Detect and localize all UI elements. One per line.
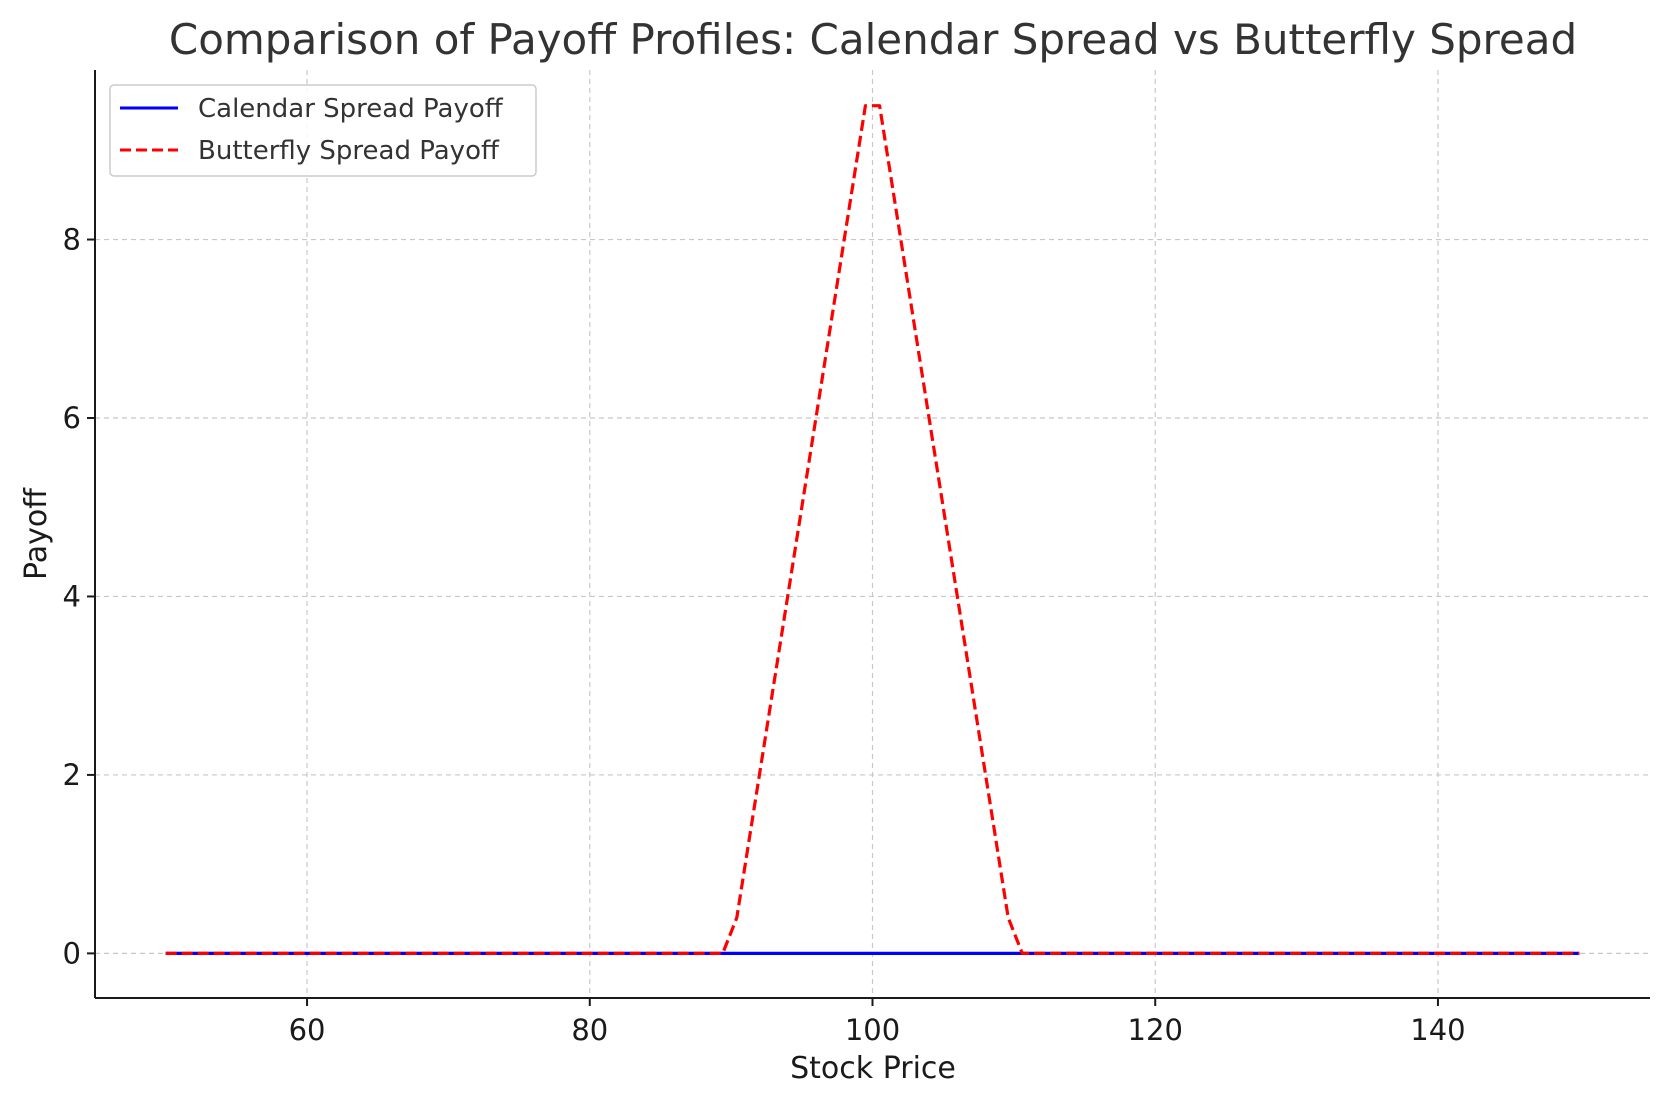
x-tick-label-60: 60: [289, 1013, 326, 1047]
y-tick-label-6: 6: [63, 401, 81, 435]
legend: Calendar Spread Payoff Butterfly Spread …: [109, 84, 537, 177]
chart-title: Comparison of Payoff Profiles: Calendar …: [169, 15, 1577, 64]
y-tick-label-4: 4: [63, 579, 81, 613]
legend-label-calendar-spread: Calendar Spread Payoff: [198, 94, 504, 124]
legend-box: [109, 84, 537, 177]
series-layer: [165, 104, 1580, 956]
y-tick-label-0: 0: [63, 936, 81, 970]
grid-layer: [95, 70, 1650, 998]
x-tick-label-80: 80: [571, 1013, 608, 1047]
tick-layer: 60 80 100 120 140 0 2 4 6 8: [63, 223, 1466, 1047]
x-tick-label-140: 140: [1410, 1013, 1465, 1047]
y-tick-label-8: 8: [63, 223, 81, 257]
y-tick-label-2: 2: [63, 758, 81, 792]
series-line-butterfly-spread: [165, 104, 1580, 956]
x-axis-label: Stock Price: [790, 1051, 956, 1086]
y-axis-label: Payoff: [19, 487, 54, 580]
x-tick-label-100: 100: [845, 1013, 900, 1047]
legend-label-butterfly-spread: Butterfly Spread Payoff: [198, 136, 500, 166]
x-tick-label-120: 120: [1128, 1013, 1183, 1047]
